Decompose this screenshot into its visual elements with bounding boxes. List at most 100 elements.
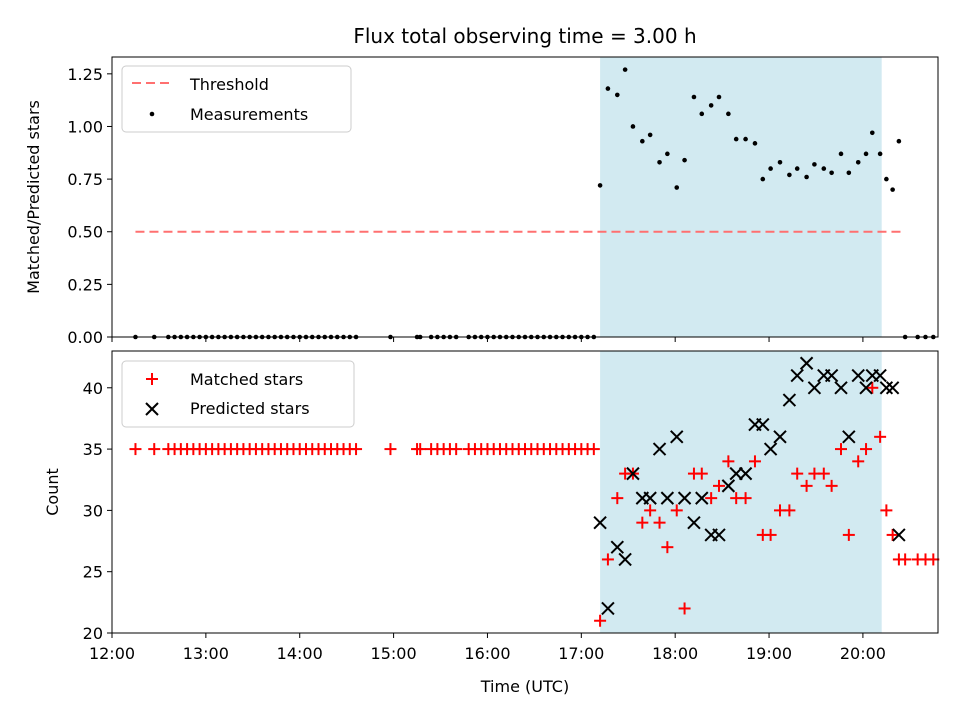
matched-star-point-99 bbox=[899, 553, 912, 566]
bottom-panel: 20 25 30 35 40 12:00 13:00 14:00 15:00 16:00 17:0… bbox=[43, 350, 940, 696]
bottom-y-ticks: 20 25 30 35 40 bbox=[83, 379, 112, 643]
measurement-point-80 bbox=[752, 141, 758, 146]
measurement-point-72 bbox=[682, 157, 687, 163]
predicted-star-point-33 bbox=[873, 368, 887, 383]
top-y-tick-label-3: 0.75 bbox=[67, 170, 103, 189]
matched-star-point-40 bbox=[450, 443, 463, 456]
matched-star-point-93 bbox=[860, 443, 873, 456]
matched-star-point-62 bbox=[594, 614, 607, 627]
predicted-star-point-12 bbox=[695, 491, 709, 505]
top-y-ticks: 0.00 0.25 0.50 0.75 1.00 1.25 bbox=[67, 65, 112, 347]
measurement-point-96 bbox=[884, 176, 889, 182]
predicted-star-point-17 bbox=[738, 466, 753, 481]
measurement-point-97 bbox=[890, 187, 895, 192]
predicted-star-point-25 bbox=[807, 381, 822, 395]
measurement-point-78 bbox=[733, 136, 739, 142]
matched-star-point-97 bbox=[886, 528, 899, 541]
measurement-point-88 bbox=[821, 166, 827, 171]
top-legend-frame bbox=[121, 65, 352, 133]
matched-star-point-82 bbox=[764, 528, 777, 541]
measurement-point-74 bbox=[699, 111, 705, 117]
x-tick-label-6: 18:00 bbox=[652, 644, 698, 663]
x-tick-label-1: 13:00 bbox=[183, 644, 229, 663]
top-panel: 0.00 0.25 0.50 0.75 1.00 1.25 Matched/Predict… bbox=[24, 56, 939, 347]
measurement-point-62 bbox=[597, 183, 603, 188]
predicted-star-point-2 bbox=[610, 540, 625, 554]
matched-star-point-61 bbox=[587, 443, 600, 456]
measurement-point-89 bbox=[829, 170, 834, 176]
matched-star-point-71 bbox=[670, 504, 683, 517]
legend-matched-swatch bbox=[146, 373, 158, 385]
bottom-legend: Matched stars Predicted stars bbox=[121, 360, 355, 428]
bottom-y-axis-label: Count bbox=[43, 468, 62, 516]
matched-star-point-69 bbox=[653, 516, 666, 529]
measurement-point-65 bbox=[622, 67, 628, 72]
measurement-point-69 bbox=[657, 159, 662, 165]
matched-star-point-90 bbox=[835, 443, 848, 456]
matched-star-point-76 bbox=[712, 479, 725, 492]
matched-star-point-63 bbox=[601, 553, 614, 566]
predicted-star-point-31 bbox=[859, 381, 873, 395]
measurement-point-64 bbox=[614, 92, 620, 98]
predicted-star-point-22 bbox=[782, 393, 797, 407]
predicted-star-point-23 bbox=[790, 368, 804, 383]
top-y-tick-label-2: 0.50 bbox=[67, 223, 103, 242]
measurement-point-82 bbox=[768, 166, 773, 171]
bottom-y-tick-label-3: 35 bbox=[83, 440, 103, 459]
matched-star-point-64 bbox=[611, 492, 624, 505]
chart-title: Flux total observing time = 3.00 h bbox=[353, 24, 696, 48]
measurement-point-79 bbox=[743, 136, 748, 142]
predicted-star-point-0 bbox=[593, 515, 607, 530]
matched-star-point-33 bbox=[384, 443, 397, 456]
predicted-star-point-6 bbox=[643, 491, 657, 505]
legend-predicted-label: Predicted stars bbox=[190, 399, 310, 418]
measurement-point-98 bbox=[896, 138, 902, 144]
measurement-point-86 bbox=[804, 174, 809, 180]
measurement-point-66 bbox=[630, 124, 636, 129]
predicted-star-point-34 bbox=[879, 381, 894, 395]
bottom-axes-frame bbox=[111, 350, 939, 634]
matched-star-point-32 bbox=[350, 443, 363, 456]
predicted-star-point-10 bbox=[677, 491, 692, 505]
predicted-star-point-7 bbox=[652, 442, 667, 456]
predicted-star-point-29 bbox=[842, 430, 856, 444]
measurement-point-76 bbox=[716, 94, 722, 100]
predicted-star-point-11 bbox=[687, 515, 701, 530]
predicted-star-point-8 bbox=[660, 491, 675, 505]
matched-star-point-84 bbox=[783, 504, 796, 517]
matched-star-point-74 bbox=[695, 467, 708, 480]
matched-star-point-86 bbox=[800, 479, 813, 492]
x-tick-label-3: 15:00 bbox=[371, 644, 417, 663]
predicted-star-point-24 bbox=[799, 356, 814, 370]
matched-star-point-92 bbox=[852, 455, 865, 468]
measurement-point-84 bbox=[787, 172, 792, 178]
measurement-point-93 bbox=[863, 151, 869, 157]
top-axes-frame bbox=[111, 56, 939, 338]
matched-star-point-35 bbox=[414, 443, 427, 456]
predicted-star-point-28 bbox=[834, 381, 848, 395]
matched-star-point-79 bbox=[739, 492, 752, 505]
x-tick-label-4: 16:00 bbox=[464, 644, 510, 663]
top-y-tick-label-0: 0.00 bbox=[67, 328, 103, 347]
predicted-star-point-20 bbox=[763, 442, 778, 456]
top-shaded-interval bbox=[600, 57, 882, 337]
bottom-y-tick-label-4: 40 bbox=[83, 379, 103, 398]
matched-star-point-95 bbox=[874, 430, 887, 443]
measurement-point-87 bbox=[812, 162, 817, 167]
measurement-point-63 bbox=[605, 86, 611, 91]
legend-predicted-swatch bbox=[145, 402, 159, 416]
matched-star-point-75 bbox=[705, 492, 718, 505]
x-tick-label-8: 20:00 bbox=[840, 644, 886, 663]
x-axis-label: Time (UTC) bbox=[480, 677, 569, 696]
matched-star-point-67 bbox=[636, 516, 649, 529]
matched-star-point-77 bbox=[722, 455, 735, 468]
matched-star-point-96 bbox=[880, 504, 893, 517]
measurement-point-81 bbox=[760, 176, 766, 182]
predicted-star-point-9 bbox=[670, 430, 684, 444]
measurement-point-92 bbox=[855, 159, 861, 165]
predicted-star-point-19 bbox=[756, 417, 770, 432]
predicted-star-point-27 bbox=[824, 368, 839, 383]
predicted-star-point-3 bbox=[618, 552, 632, 567]
matched-star-point-91 bbox=[842, 528, 855, 541]
predicted-star-point-35 bbox=[885, 381, 900, 395]
